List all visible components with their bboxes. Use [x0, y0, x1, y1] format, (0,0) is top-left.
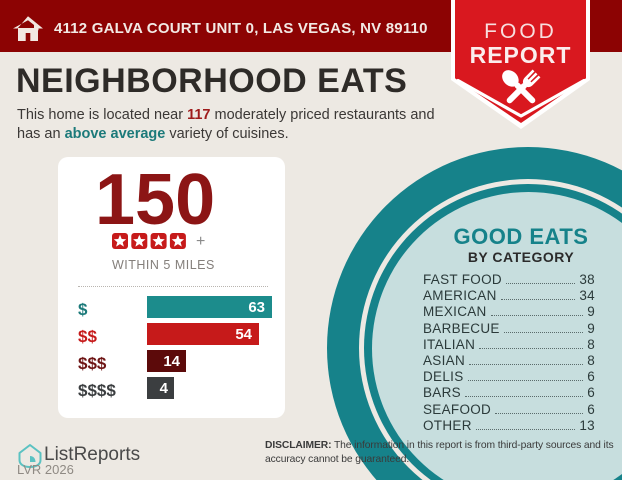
svg-text:+: + [196, 233, 205, 249]
